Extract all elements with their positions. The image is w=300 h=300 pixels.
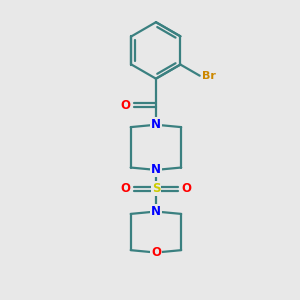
Text: O: O (120, 99, 130, 112)
Text: O: O (151, 246, 161, 259)
Text: N: N (151, 164, 161, 176)
Text: S: S (152, 182, 160, 195)
Text: N: N (151, 118, 161, 131)
Text: N: N (151, 205, 161, 218)
Text: O: O (182, 182, 192, 195)
Text: O: O (120, 182, 130, 195)
Text: Br: Br (202, 71, 216, 81)
